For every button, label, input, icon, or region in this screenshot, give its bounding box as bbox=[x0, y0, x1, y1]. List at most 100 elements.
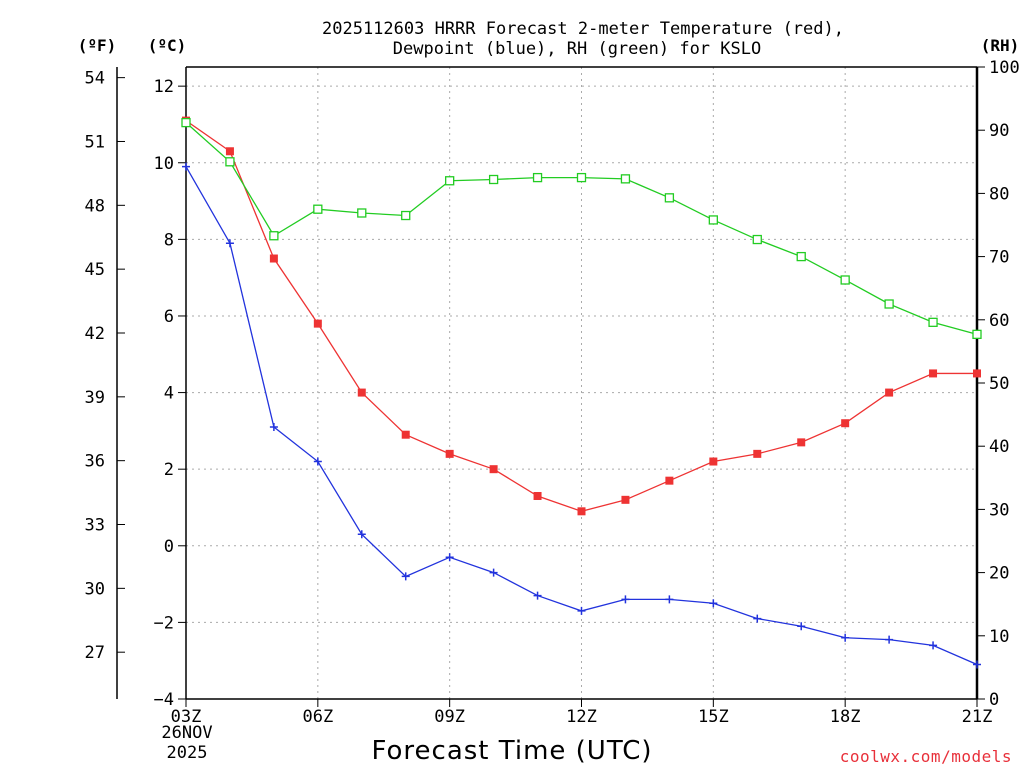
date-label-line2: 2025 bbox=[167, 743, 208, 763]
rh-tick-label: 80 bbox=[989, 184, 1009, 204]
f-tick-label: 33 bbox=[85, 516, 105, 536]
f-tick-label: 54 bbox=[85, 69, 105, 89]
temperature-point bbox=[577, 507, 586, 516]
rh-tick-label: 10 bbox=[989, 627, 1009, 647]
rh-tick-label: 70 bbox=[989, 248, 1009, 268]
temperature-point bbox=[445, 449, 454, 458]
temperature-point bbox=[885, 388, 894, 397]
rh-tick-label: 60 bbox=[989, 311, 1009, 331]
rh-point bbox=[884, 299, 894, 309]
f-tick-label: 42 bbox=[85, 324, 105, 344]
credit-text: coolwx.com/models bbox=[840, 747, 1012, 766]
c-tick-label: 8 bbox=[164, 230, 174, 250]
temperature-series bbox=[182, 116, 981, 516]
x-tick-label: 06Z bbox=[302, 707, 333, 727]
dewpoint-point bbox=[269, 423, 278, 432]
rh-point bbox=[225, 157, 235, 167]
rh-point bbox=[357, 208, 367, 218]
c-tick-label: −4 bbox=[154, 690, 174, 710]
x-tick-label: 15Z bbox=[698, 707, 729, 727]
f-tick-label: 48 bbox=[85, 196, 105, 216]
axes: −4 −2 0 2 4 6 8 10 12 03Z 06Z 09Z 12Z 15Z 18Z 21Z 27 30 33… bbox=[85, 58, 1020, 727]
x-tick-label: 21Z bbox=[962, 707, 993, 727]
temperature-point bbox=[929, 369, 938, 378]
x-tick-label: 03Z bbox=[171, 707, 202, 727]
temperature-point bbox=[269, 254, 278, 263]
rh-tick-label: 40 bbox=[989, 437, 1009, 457]
dewpoint-point bbox=[709, 599, 718, 608]
dewpoint-point bbox=[973, 660, 981, 669]
celsius-unit-label: (ºC) bbox=[148, 36, 187, 55]
series-group bbox=[181, 116, 982, 669]
dewpoint-point bbox=[885, 635, 894, 644]
dewpoint-point bbox=[489, 568, 498, 577]
dewpoint-point bbox=[182, 162, 190, 171]
c-tick-label: 12 bbox=[154, 77, 174, 97]
rh-point bbox=[445, 176, 455, 186]
rh-unit-label: (RH) bbox=[981, 36, 1020, 55]
date-label-line1: 26NOV bbox=[161, 723, 212, 743]
temperature-point bbox=[797, 438, 806, 447]
dewpoint-point bbox=[841, 633, 850, 642]
x-axis-label: Forecast Time (UTC) bbox=[371, 736, 652, 766]
rh-point bbox=[488, 174, 499, 185]
rh-point bbox=[401, 210, 411, 221]
c-tick-label: 2 bbox=[164, 460, 174, 480]
dewpoint-point bbox=[621, 595, 630, 604]
temperature-point bbox=[313, 319, 322, 328]
dewpoint-point bbox=[797, 622, 806, 631]
temperature-point bbox=[753, 449, 762, 458]
f-tick-label: 36 bbox=[85, 452, 105, 472]
temperature-point bbox=[621, 495, 630, 504]
c-tick-label: 4 bbox=[164, 384, 174, 404]
rh-tick-label: 0 bbox=[989, 690, 999, 710]
c-tick-label: −2 bbox=[154, 613, 174, 633]
f-tick-label: 51 bbox=[85, 132, 105, 152]
rh-point bbox=[928, 317, 938, 327]
rh-tick-label: 100 bbox=[989, 58, 1020, 78]
f-tick-label: 27 bbox=[85, 643, 105, 663]
temperature-point bbox=[841, 419, 850, 428]
temperature-point bbox=[973, 369, 981, 378]
temperature-point bbox=[401, 430, 410, 439]
c-tick-label: 10 bbox=[154, 154, 174, 174]
dewpoint-point bbox=[929, 641, 938, 650]
x-tick-label: 12Z bbox=[566, 707, 597, 727]
rh-series bbox=[181, 117, 982, 339]
temperature-point bbox=[225, 147, 234, 156]
dewpoint-point bbox=[533, 591, 542, 600]
temperature-point bbox=[665, 476, 674, 485]
rh-tick-label: 50 bbox=[989, 374, 1009, 394]
rh-point bbox=[269, 231, 279, 241]
dewpoint-point bbox=[445, 553, 454, 562]
f-tick-label: 30 bbox=[85, 579, 105, 599]
rh-point bbox=[752, 234, 762, 245]
rh-tick-label: 30 bbox=[989, 500, 1009, 520]
dewpoint-series bbox=[182, 162, 981, 669]
c-tick-label: 6 bbox=[164, 307, 174, 327]
gridlines bbox=[186, 67, 977, 699]
rh-point bbox=[576, 172, 587, 183]
temperature-point bbox=[489, 465, 498, 474]
temperature-point bbox=[533, 491, 542, 500]
c-tick-label: 0 bbox=[164, 537, 174, 557]
fahrenheit-unit-label: (ºF) bbox=[78, 36, 117, 55]
rh-point bbox=[972, 329, 982, 339]
dewpoint-point bbox=[313, 457, 322, 466]
dewpoint-point bbox=[753, 614, 762, 623]
f-tick-label: 39 bbox=[85, 388, 105, 408]
rh-point bbox=[796, 251, 806, 262]
rh-point bbox=[664, 193, 675, 203]
chart-title-line2: Dewpoint (blue), RH (green) for KSLO bbox=[393, 39, 761, 59]
dewpoint-point bbox=[665, 595, 674, 604]
rh-point bbox=[313, 204, 323, 214]
rh-point bbox=[181, 117, 191, 128]
dewpoint-point bbox=[401, 572, 410, 581]
temperature-point bbox=[357, 388, 366, 397]
temperature-point bbox=[709, 457, 718, 466]
rh-point bbox=[708, 215, 718, 225]
x-tick-label: 18Z bbox=[830, 707, 861, 727]
f-tick-label: 45 bbox=[85, 260, 105, 280]
rh-point bbox=[620, 174, 631, 184]
